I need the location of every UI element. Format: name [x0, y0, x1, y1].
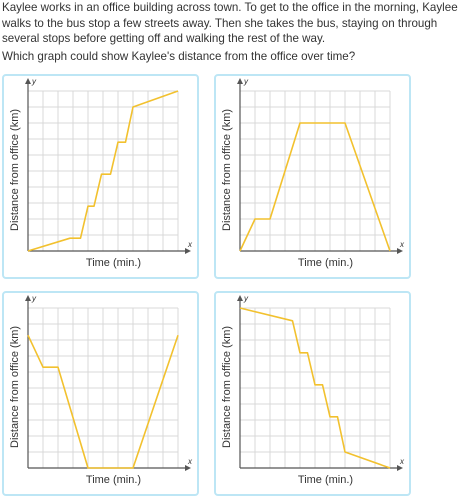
x-axis-label: Time (min.) [297, 474, 354, 486]
y-axis-arrow [25, 78, 31, 84]
x-axis-arrow [397, 248, 403, 254]
distance-line [239, 122, 391, 252]
graph-d: xy [237, 294, 405, 471]
x-axis-label: Time (min.) [85, 257, 142, 269]
y-axis-letter: y [243, 294, 249, 303]
question-prompt: Which graph could show Kaylee's distance… [2, 50, 356, 63]
x-axis-arrow [185, 465, 191, 471]
x-axis-arrow [185, 248, 191, 254]
y-axis-label: Distance from office (km) [9, 108, 21, 232]
grid [240, 90, 391, 251]
y-axis-letter: y [31, 77, 37, 86]
y-axis-label: Distance from office (km) [9, 325, 21, 449]
y-axis-letter: y [243, 77, 249, 86]
x-axis-label: Time (min.) [85, 474, 142, 486]
y-axis-arrow [237, 78, 243, 84]
distance-line [27, 90, 179, 252]
x-axis-letter: x [187, 457, 193, 466]
y-axis-label: Distance from office (km) [221, 325, 233, 449]
y-axis-arrow [237, 295, 243, 301]
question-text: Kaylee works in an office building acros… [2, 1, 458, 45]
x-axis-letter: x [399, 240, 405, 249]
graph-b: xy [237, 77, 405, 254]
y-axis-letter: y [31, 294, 37, 303]
x-axis-arrow [397, 465, 403, 471]
distance-line [239, 307, 391, 469]
distance-line [27, 334, 179, 469]
y-axis-arrow [25, 295, 31, 301]
x-axis-letter: x [187, 240, 193, 249]
x-axis-letter: x [399, 457, 405, 466]
grid [28, 90, 179, 251]
graph-c: xy [25, 294, 193, 471]
grid [28, 307, 179, 468]
grid [240, 307, 391, 468]
x-axis-label: Time (min.) [297, 257, 354, 269]
y-axis-label: Distance from office (km) [221, 108, 233, 232]
graph-a: xy [25, 77, 193, 254]
